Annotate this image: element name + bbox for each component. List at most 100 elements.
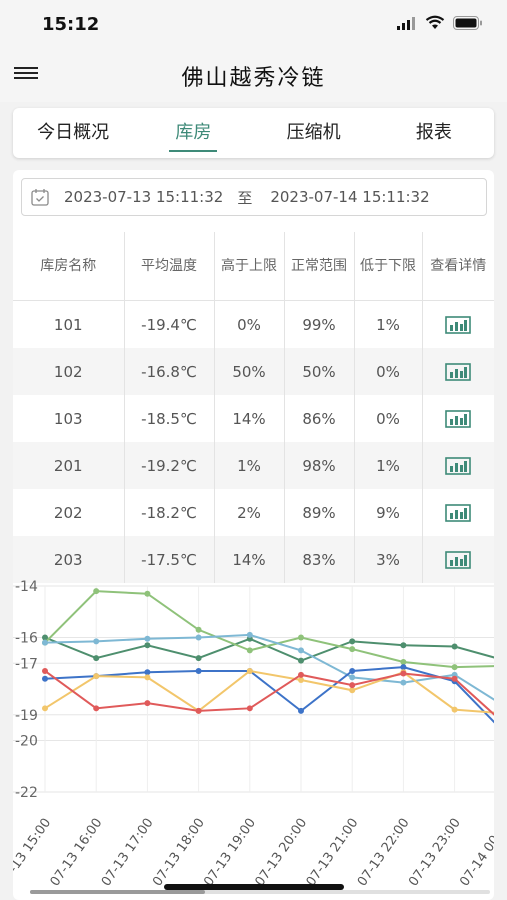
cell-above: 2% [214,489,285,536]
data-point [246,647,253,654]
data-point [400,658,407,665]
bar-chart-icon[interactable] [445,550,472,569]
date-start: 2023-07-13 15:11:32 [64,188,224,206]
warehouse-table: 库房名称 平均温度 高于上限 正常范围 低于下限 查看详情 101 -19.4℃ 0… [13,232,494,583]
table-row: 103 -18.5℃ 14% 86% 0% [13,395,494,442]
date-separator: 至 [237,188,253,207]
series-line [44,633,494,701]
tab-warehouse[interactable]: 库房 [133,108,253,158]
data-point [349,687,356,694]
menu-icon[interactable] [14,64,40,84]
cell-below: 0% [354,395,423,442]
page-title: 佛山越秀冷链 [181,66,326,91]
x-tick-label: 07-13 19:00 [201,816,259,890]
data-point [451,675,458,682]
bar-chart-icon[interactable] [445,503,472,522]
data-point [93,655,100,662]
data-point [246,667,253,674]
date-end: 2023-07-14 15:11:32 [270,188,430,206]
cell-avg: -18.2℃ [124,489,215,536]
cell-avg: -17.5℃ [124,536,215,583]
data-point [144,642,151,649]
cell-detail[interactable] [422,442,494,489]
data-point [298,647,304,654]
data-point [93,673,100,680]
x-tick-label: 07-13 15:00 [13,816,54,890]
data-point [246,631,253,638]
x-tick-label: 07-13 17:00 [99,816,157,890]
cell-name: 101 [13,300,125,348]
bar-chart-icon[interactable] [445,456,472,475]
data-point [42,675,48,682]
series-line [44,670,494,716]
cell-detail[interactable] [422,489,494,536]
data-point [349,674,356,681]
cell-avg: -16.8℃ [124,348,215,395]
cell-name: 102 [13,348,125,395]
table-header-row: 库房名称 平均温度 高于上限 正常范围 低于下限 查看详情 [13,232,494,301]
data-point [298,676,304,683]
data-point [42,667,48,674]
data-point [246,705,253,712]
y-tick-label: -14 [15,579,38,595]
status-icons [397,15,483,30]
bar-chart-icon[interactable] [445,409,472,428]
tab-compressor[interactable]: 压缩机 [286,122,341,143]
series-line [44,590,494,669]
cell-detail[interactable] [422,348,494,395]
cell-detail[interactable] [422,301,494,349]
col-header-avg: 平均温度 [124,232,215,301]
cell-name: 103 [13,395,125,442]
cell-detail[interactable] [422,395,494,442]
data-point [298,671,304,678]
x-tick-label: 07-13 16:00 [48,816,106,890]
data-point [298,707,304,714]
cell-below: 9% [354,489,423,536]
cell-normal: 99% [284,300,355,348]
table-row: 202 -18.2℃ 2% 89% 9% [13,489,494,536]
data-point [400,642,407,649]
x-tick-label: 07-13 21:00 [304,816,362,890]
data-point [144,590,151,597]
cell-normal: 86% [284,395,355,442]
wifi-icon [425,15,445,29]
chart-scrollbar-thumb[interactable] [30,890,205,894]
status-time: 15:12 [42,14,100,35]
chart-scrollbar[interactable] [30,890,490,894]
bar-chart-icon[interactable] [445,315,472,334]
cell-above: 14% [214,536,285,583]
table-row: 102 -16.8℃ 50% 50% 0% [13,348,494,395]
data-point [93,638,100,645]
tab-overview[interactable]: 今日概况 [37,122,110,143]
y-tick-label: -19 [15,708,38,724]
bar-chart-icon[interactable] [445,362,472,381]
data-point [349,638,356,645]
cell-below: 0% [354,348,423,395]
cell-avg: -18.5℃ [124,395,215,442]
cell-normal: 50% [284,348,355,395]
calendar-icon [31,189,49,206]
tab-report[interactable]: 报表 [415,122,452,143]
cell-avg: -19.2℃ [124,442,215,489]
cell-name: 202 [13,489,125,536]
cell-detail[interactable] [422,536,494,583]
cell-above: 1% [214,442,285,489]
data-point [451,664,458,671]
cell-normal: 89% [284,489,355,536]
date-range-picker[interactable]: 2023-07-13 15:11:32 至 2023-07-14 15:11:3… [21,178,487,216]
cell-name: 201 [13,442,125,489]
data-point [298,657,304,664]
data-point [349,667,356,674]
table-row: 201 -19.2℃ 1% 98% 1% [13,442,494,489]
cell-normal: 98% [284,442,355,489]
data-point [400,679,407,686]
table-row: 101 -19.4℃ 0% 99% 1% [13,300,494,349]
y-tick-label: -22 [15,785,38,801]
home-indicator [164,884,344,890]
series-line [44,636,494,662]
data-point [93,588,100,595]
data-point [42,705,48,712]
signal-icon [397,16,415,30]
y-tick-label: -16 [15,631,38,647]
